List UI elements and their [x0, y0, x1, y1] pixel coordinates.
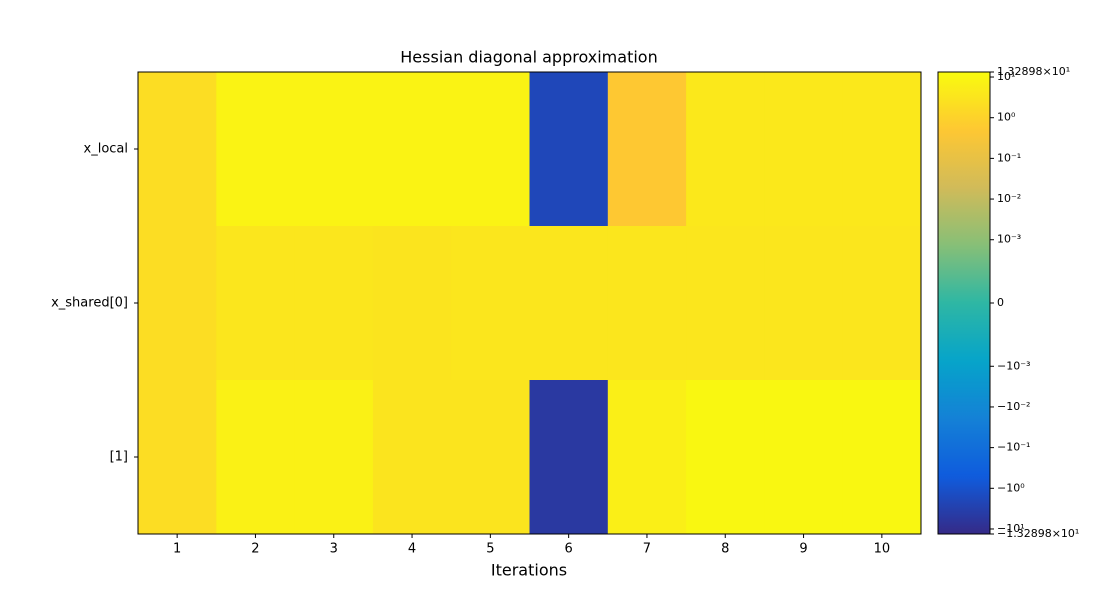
x-axis-label: Iterations [491, 561, 567, 580]
y-tick-label: [1] [110, 450, 128, 465]
colorbar-tick-label: −10⁰ [997, 481, 1025, 494]
heatmap-cell [686, 380, 765, 535]
heatmap-cell [451, 380, 530, 535]
heatmap-cell [764, 226, 844, 381]
colorbar-tick-label: 10⁻¹ [997, 151, 1021, 164]
heatmap-cell [686, 72, 765, 227]
colorbar-tick-label: −10⁻³ [997, 359, 1030, 372]
heatmap-cell [607, 226, 687, 381]
x-tick-label: 8 [721, 542, 729, 557]
colorbar-tick-label: −10⁻² [997, 400, 1030, 413]
heatmap-cell [138, 72, 217, 227]
heatmap-cell [686, 226, 765, 381]
heatmap-cell [372, 226, 452, 381]
colorbar-tick-label: 1.32898×10¹ [997, 65, 1070, 78]
x-tick-label: 4 [408, 542, 416, 557]
colorbar-tick-label: −10⁻¹ [997, 441, 1030, 454]
heatmap-cell [764, 380, 844, 535]
heatmap-cell [607, 72, 687, 227]
colorbar-tick-label: 0 [997, 296, 1004, 309]
heatmap-cell [216, 226, 296, 381]
heatmap-cell [372, 380, 452, 535]
heatmap-cell [529, 72, 609, 227]
x-tick-label: 9 [799, 542, 807, 557]
heatmap-cell [842, 226, 922, 381]
colorbar-tick-label: 10⁰ [997, 111, 1016, 124]
colorbar-tick-label: 10¹ [997, 70, 1015, 83]
heatmap-cell [451, 72, 530, 227]
heatmap-cell [607, 380, 687, 535]
y-tick-label: x_local [84, 142, 128, 157]
heatmap-cell [372, 72, 452, 227]
heatmap-cell [764, 72, 844, 227]
y-tick-label: x_shared[0] [51, 296, 128, 311]
heatmap-cell [138, 380, 217, 535]
colorbar-tick-label: −10¹ [997, 522, 1025, 535]
heatmap-cell [216, 380, 296, 535]
chart-title: Hessian diagonal approximation [400, 48, 657, 67]
x-tick-label: 2 [251, 542, 259, 557]
heatmap-cell [451, 226, 530, 381]
x-tick-label: 1 [173, 542, 181, 557]
x-tick-label: 3 [330, 542, 338, 557]
x-tick-label: 7 [643, 542, 651, 557]
heatmap-cell [294, 226, 374, 381]
heatmap-cell [294, 72, 374, 227]
heatmap-cell [842, 72, 922, 227]
colorbar-tick-label: −1.32898×10¹ [997, 527, 1079, 540]
x-tick-label: 10 [874, 542, 891, 557]
heatmap-cell [294, 380, 374, 535]
colorbar-tick-label: 10⁻² [997, 192, 1021, 205]
heatmap-cell [529, 226, 609, 381]
heatmap-cell [529, 380, 609, 535]
colorbar [937, 71, 991, 535]
x-tick-label: 5 [486, 542, 494, 557]
heatmap-cell [216, 72, 296, 227]
x-tick-label: 6 [565, 542, 573, 557]
heatmap-cell [842, 380, 922, 535]
colorbar-tick-label: 10⁻³ [997, 233, 1021, 246]
heatmap-cell [138, 226, 217, 381]
